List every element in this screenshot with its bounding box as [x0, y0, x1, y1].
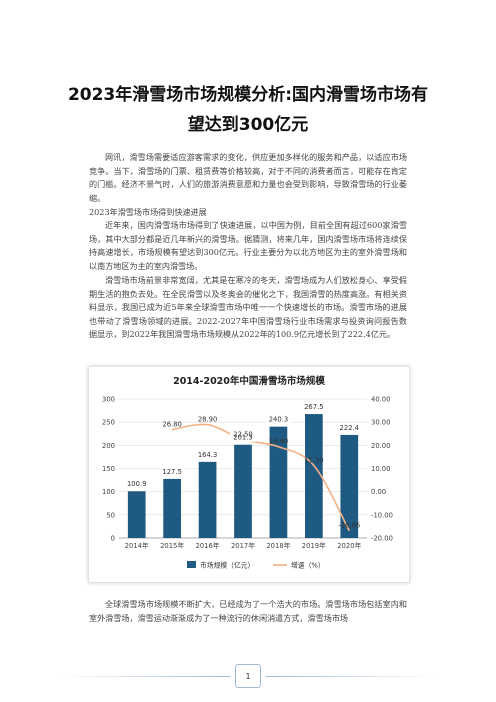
x-tick-label: 2019年	[302, 541, 326, 550]
bar-market-size	[340, 434, 359, 538]
closing-paragraph: 全球滑雪场市场规模不断扩大，已经成为了一个浩大的市场。滑雪场市场包括室内和室外滑…	[89, 599, 407, 623]
bar-market-size	[234, 444, 252, 538]
legend-label-growth: 增速（%）	[291, 561, 325, 570]
bar-market-size	[305, 414, 323, 538]
x-tick-label: 2016年	[196, 541, 220, 550]
y-right-tick-label: -20.00	[371, 535, 393, 543]
line-data-label: 28.90	[198, 416, 217, 424]
market-size-chart: 2014-2020年中国滑雪场市场规模 0 50 100 150 200 250 300 -2…	[102, 375, 393, 570]
y-right-tick-label: -10.00	[371, 511, 393, 519]
x-tick-label: 2018年	[266, 541, 290, 550]
x-tick-label: 2014年	[125, 541, 149, 550]
bar-data-label: 127.5	[162, 468, 181, 476]
footer-divider	[60, 676, 436, 677]
bar-label-bg	[336, 422, 363, 432]
x-tick-label: 2020年	[337, 541, 361, 550]
bar-label-bg	[194, 449, 221, 459]
article-title: 2023年滑雪场市场规模分析:国内滑雪场市场有望达到300亿元	[67, 85, 429, 135]
line-data-label: 19.40	[269, 438, 288, 446]
bar-data-label: 164.3	[198, 451, 217, 459]
section-heading: 2023年滑雪场市场得到快速进展	[89, 207, 207, 217]
y-left-tick-label: 0	[111, 535, 115, 543]
bar-data-label: 100.9	[127, 480, 146, 488]
chart-title: 2014-2020年中国滑雪场市场规模	[173, 375, 325, 387]
line-data-label: 22.50	[233, 431, 252, 439]
bar-data-label: 201.3	[233, 434, 252, 442]
bar-market-size	[163, 478, 181, 538]
y-left-tick-label: 200	[102, 442, 115, 450]
body-paragraph-prospect: 滑雪场市场前景非常宽阔，尤其是在寒冷的冬天，滑雪场成为人们放松身心、享受假期生活…	[89, 275, 407, 340]
y-right-tick-label: 0.00	[371, 488, 386, 496]
y-right-tick-label: 40.00	[371, 396, 390, 404]
bar-data-label: 222.4	[340, 424, 359, 432]
y-left-tick-label: 100	[102, 488, 115, 496]
bar-market-size	[269, 426, 288, 538]
bar-label-bg	[123, 479, 150, 489]
x-tick-label: 2017年	[231, 541, 255, 550]
bar-label-bg	[265, 414, 292, 424]
bar-label-bg	[159, 466, 186, 476]
y-left-tick-label: 300	[102, 396, 115, 404]
y-left-tick-label: 150	[102, 465, 115, 473]
legend-label-market-size: 市场规模（亿元）	[200, 561, 254, 570]
line-data-label: 26.80	[162, 421, 181, 429]
y-left-tick-label: 50	[106, 511, 115, 519]
intro-paragraph: 网讯，滑雪场需要适应游客需求的变化，供应更加多样化的服务和产品，以适应市场竞争。…	[89, 152, 407, 203]
y-right-tick-label: 20.00	[371, 442, 390, 450]
legend-swatch-market-size	[187, 561, 196, 568]
y-right-tick-label: 30.00	[371, 419, 390, 427]
body-paragraph-growth: 近年来，国内滑雪场市场得到了快速进展，以中国为例，目前全国有超过600家滑雪场，…	[89, 220, 407, 271]
bar-data-label: 267.5	[304, 403, 323, 411]
line-data-label: 11.30	[304, 456, 323, 464]
line-data-label: -16.86	[338, 522, 360, 530]
bar-market-size	[127, 491, 146, 538]
bar-label-bg	[230, 432, 256, 442]
bar-label-bg	[300, 402, 327, 412]
growth-line	[172, 423, 350, 532]
chart-container: 2014-2020年中国滑雪场市场规模 0 50 100 150 200 250 300 -2…	[88, 366, 410, 583]
page-number: 1	[235, 664, 261, 688]
bar-data-label: 240.3	[269, 416, 288, 424]
x-tick-label: 2015年	[160, 541, 184, 550]
bar-market-size	[198, 461, 217, 538]
y-right-tick-label: 10.00	[371, 465, 390, 473]
y-left-tick-label: 250	[102, 419, 115, 427]
